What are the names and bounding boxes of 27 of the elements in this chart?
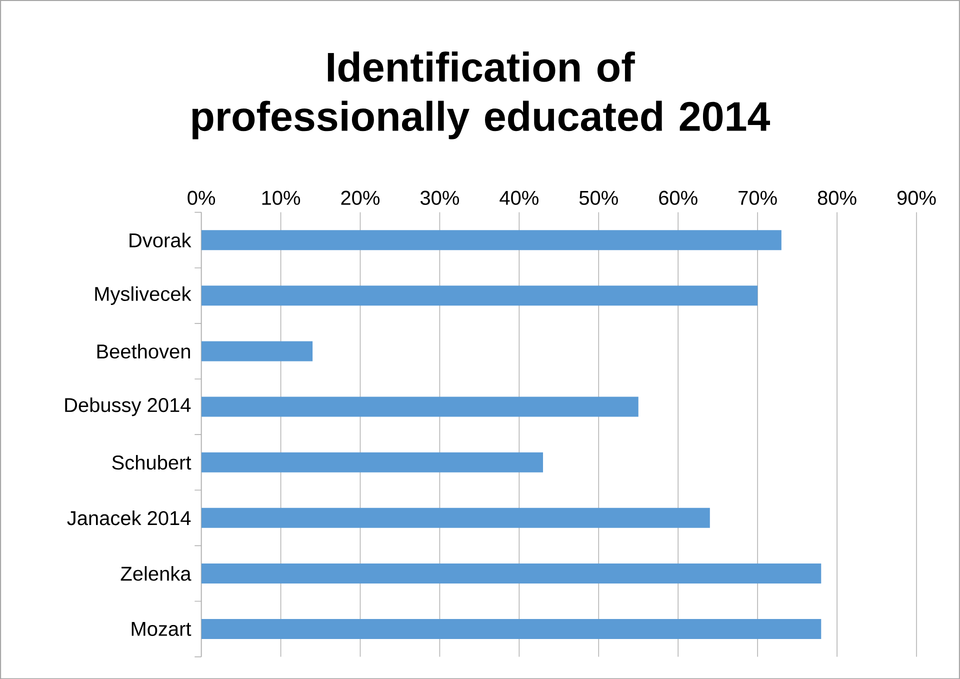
bar — [201, 618, 822, 639]
x-tick-label: 90% — [897, 190, 936, 205]
x-tick-label: 30% — [420, 190, 459, 205]
x-tick-label: 40% — [500, 190, 538, 205]
bar — [201, 563, 822, 584]
x-tick-label: 10% — [262, 190, 300, 205]
y-tick-label: Janacek 2014 — [67, 510, 191, 526]
bar — [201, 396, 638, 417]
x-tick-label: 0% — [188, 190, 216, 205]
y-tick-label: Debussy 2014 — [65, 397, 191, 416]
x-tick-label: 70% — [738, 190, 777, 205]
bar — [201, 508, 710, 528]
x-tick-label: 80% — [818, 190, 856, 205]
bar — [201, 230, 782, 250]
x-tick-label: 50% — [579, 190, 618, 205]
x-tick-label: 60% — [659, 190, 698, 205]
bar — [201, 286, 758, 306]
bar — [201, 452, 544, 472]
y-tick-label: Beethoven — [97, 344, 190, 358]
y-tick-label: Mozart — [132, 622, 192, 636]
x-tick-label: 20% — [341, 190, 380, 205]
chart-title: Identification of professionally educated 2014 — [192, 51, 770, 140]
bar — [201, 341, 313, 362]
y-tick-label: Zelenka — [120, 566, 192, 581]
y-tick-label: Schubert — [112, 454, 192, 470]
y-tick-label: Myslivecek — [95, 286, 192, 305]
y-tick-label: Dvorak — [130, 232, 192, 248]
